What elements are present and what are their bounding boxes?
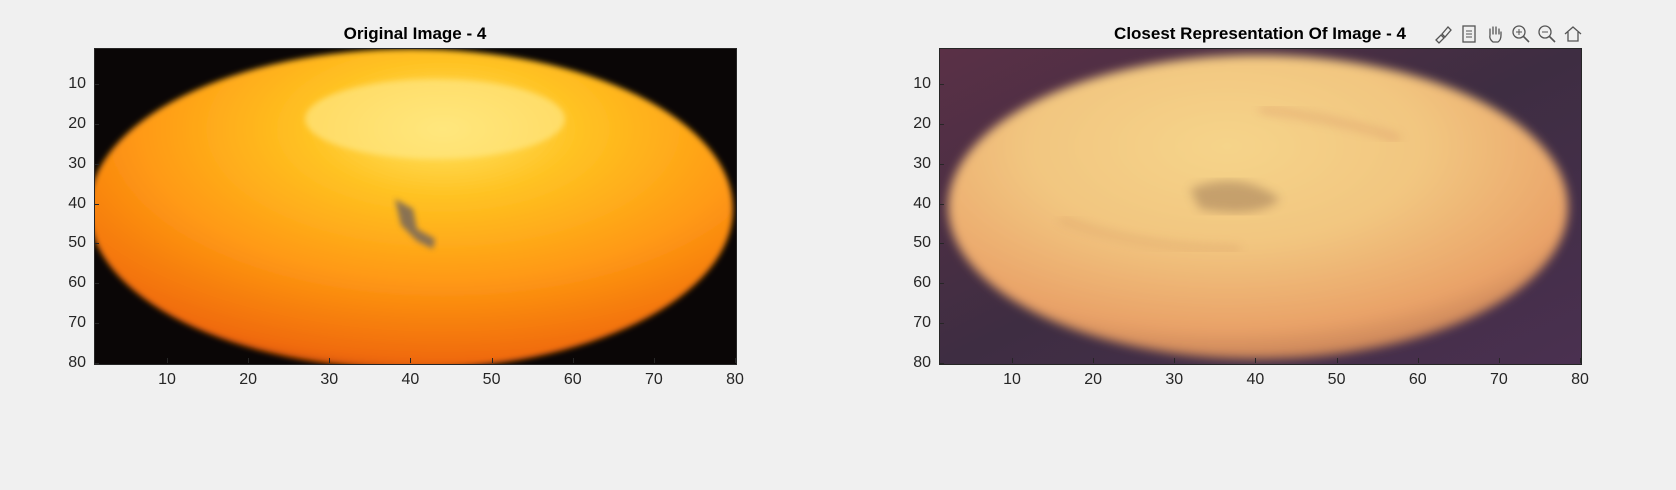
original-y-tick-mark (94, 283, 99, 285)
original-y-tick-mark (94, 83, 99, 85)
original-y-tick-mark (94, 123, 99, 125)
closest-y-tick-mark (939, 283, 944, 285)
original-x-tick-mark (410, 358, 412, 363)
closest-x-tick-mark (1580, 358, 1581, 363)
original-y-tick-mark (94, 323, 99, 325)
closest-y-tick-mark (939, 203, 944, 205)
original-x-tick-mark (653, 358, 655, 363)
original-y-tick-label: 50 (68, 234, 86, 252)
original-x-tick-mark (491, 358, 493, 363)
closest-y-tick-label: 80 (913, 354, 931, 371)
closest-y-tick-label: 40 (913, 194, 931, 212)
closest-y-tick-mark (939, 243, 944, 245)
original-y-tick-label: 10 (68, 74, 86, 92)
closest-x-tick-label: 70 (1489, 371, 1508, 388)
closest-representation-image (939, 48, 1582, 365)
original-y-tick-label: 60 (68, 274, 86, 292)
closest-representation-title: Closest Representation Of Image - 4 (1114, 24, 1406, 43)
closest-x-tick-label: 30 (1165, 371, 1184, 388)
original-x-tick-mark (572, 358, 574, 363)
original-image-title: Original Image - 4 (343, 24, 487, 43)
closest-x-tick-mark (1093, 358, 1095, 363)
original-y-tick-mark (94, 163, 99, 165)
original-x-tick-label: 80 (726, 371, 744, 388)
closest-y-tick-label: 20 (913, 114, 931, 132)
closest-y-tick-label: 30 (913, 154, 931, 172)
closest-x-tick-mark (1417, 358, 1419, 363)
closest-x-tick-mark (1336, 358, 1338, 363)
original-y-tick-mark (94, 363, 99, 364)
closest-x-tick-label: 60 (1408, 371, 1427, 388)
original-x-tick-label: 20 (239, 371, 258, 388)
original-y-tick-label: 70 (68, 314, 86, 332)
original-x-tick-mark (167, 358, 169, 363)
closest-y-tick-label: 10 (913, 74, 931, 92)
reconstructed-blemish (1190, 181, 1280, 213)
closest-x-tick-label: 20 (1084, 371, 1103, 388)
closest-x-tick-mark (1012, 358, 1014, 363)
closest-y-tick-mark (939, 363, 944, 364)
brush-icon[interactable] (1432, 23, 1454, 45)
original-y-tick-label: 30 (68, 154, 86, 172)
original-y-tick-label: 80 (68, 354, 86, 371)
original-y-tick-mark (94, 203, 99, 205)
closest-y-tick-label: 70 (913, 314, 931, 332)
original-x-tick-label: 70 (644, 371, 663, 388)
original-x-tick-label: 40 (401, 371, 420, 388)
closest-y-tick-mark (939, 163, 944, 165)
original-x-tick-label: 60 (563, 371, 582, 388)
closest-x-tick-label: 50 (1327, 371, 1346, 388)
original-x-tick-mark (735, 358, 736, 363)
closest-x-tick-label: 10 (1003, 371, 1021, 388)
closest-x-tick-mark (1498, 358, 1500, 363)
original-y-tick-label: 40 (68, 194, 86, 212)
closest-x-tick-mark (1174, 358, 1176, 363)
original-image (94, 48, 737, 365)
original-x-tick-label: 50 (482, 371, 501, 388)
closest-y-tick-mark (939, 123, 944, 125)
fruit-shape (95, 49, 733, 364)
axes-toolbar (1432, 23, 1584, 45)
zoom-in-icon[interactable] (1510, 23, 1532, 45)
closest-y-tick-mark (939, 83, 944, 85)
closest-y-tick-label: 50 (913, 234, 931, 252)
original-y-tick-mark (94, 243, 99, 245)
closest-y-tick-label: 60 (913, 274, 931, 292)
closest-y-tick-mark (939, 323, 944, 325)
closest-x-tick-label: 40 (1246, 371, 1265, 388)
pan-hand-icon[interactable] (1484, 23, 1506, 45)
original-y-tick-label: 20 (68, 114, 86, 132)
home-icon[interactable] (1562, 23, 1584, 45)
original-x-tick-mark (329, 358, 331, 363)
fruit-blemish (395, 199, 435, 249)
zoom-out-icon[interactable] (1536, 23, 1558, 45)
original-x-tick-label: 10 (158, 371, 176, 388)
original-x-tick-label: 30 (320, 371, 339, 388)
datatip-icon[interactable] (1458, 23, 1480, 45)
closest-x-tick-label: 80 (1571, 371, 1589, 388)
original-x-tick-mark (248, 358, 250, 363)
closest-x-tick-mark (1255, 358, 1257, 363)
